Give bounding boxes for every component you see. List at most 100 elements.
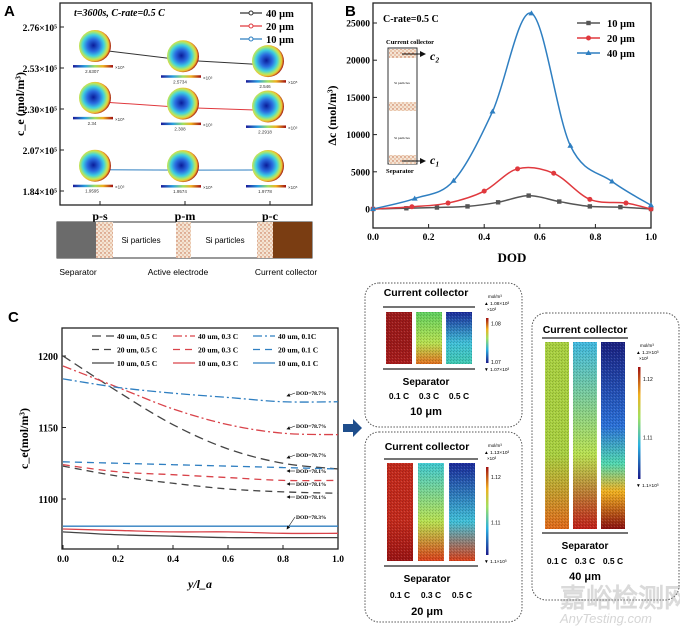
y-tick-label: 15000 <box>346 94 370 104</box>
x-tick-label: 0.0 <box>57 555 69 565</box>
data-point <box>526 193 530 197</box>
annotation-arrow-icon <box>287 426 295 429</box>
current-collector-block <box>273 222 312 258</box>
heatmap-texture <box>387 463 413 561</box>
y-tick-label: 2.30×10⁵ <box>23 106 58 116</box>
data-point <box>557 199 561 203</box>
particle-concentration-map <box>79 30 111 62</box>
data-point <box>623 201 628 206</box>
chart-title: t=3600s, C-rate=0.5 C <box>74 8 165 19</box>
x-axis-label: DOD <box>498 250 527 265</box>
data-point <box>490 109 496 114</box>
separator-block <box>57 222 96 258</box>
legend-label: 20 um, 0.5 C <box>117 346 157 355</box>
legend-label: 10 um, 0.3 C <box>198 359 238 368</box>
x-tick-label: 0.8 <box>589 233 601 243</box>
colorbar-tick-label: 1.11 <box>643 435 653 441</box>
data-point <box>618 205 622 209</box>
colorbar <box>486 467 489 555</box>
colorbar-unit: mol/m³ <box>640 343 654 348</box>
panel-label-a: A <box>4 3 15 20</box>
colorbar-multiplier: ×10³ <box>487 307 497 312</box>
colorbar-multiplier: ×10⁵ <box>288 80 298 85</box>
x-tick-label: 0.4 <box>478 233 490 243</box>
heatmap-texture <box>601 342 625 529</box>
y-tick-label: 2.07×10⁵ <box>23 147 58 157</box>
particle-concentration-map <box>252 45 284 77</box>
legend-label: 20 um, 0.3 C <box>198 346 238 355</box>
colorbar-label: 1.9778 <box>258 189 272 194</box>
c-rate-label: 0.3 C <box>575 556 595 566</box>
dod-annotation: DOD=78.7% <box>296 391 326 397</box>
dod-annotation: DOD=78.7% <box>296 424 326 430</box>
x-tick-label: p-m <box>175 209 196 223</box>
legend-marker <box>586 36 591 41</box>
colorbar-unit: mol/m³ <box>488 443 502 448</box>
colorbar <box>161 75 201 78</box>
legend-label: 10 μm <box>266 35 294 46</box>
heatmap-texture <box>545 342 569 529</box>
panel-label-c: C <box>8 309 19 326</box>
legend-marker <box>249 11 253 15</box>
y-tick-label: 0 <box>365 206 370 216</box>
legend-label: 40 um, 0.1C <box>278 332 316 341</box>
c-rate-label: 0.5 C <box>452 590 472 600</box>
dod-annotation: DOD=78.1% <box>296 482 326 488</box>
colorbar <box>486 318 489 363</box>
colorbar <box>161 185 201 188</box>
colorbar-label: 2.34 <box>88 121 97 126</box>
colorbar-unit: mol/m³ <box>488 294 502 299</box>
particle-concentration-map <box>79 150 111 182</box>
colorbar-tick-label: 1.08 <box>491 322 501 328</box>
y-axis-label: Δc (mol/m³) <box>325 85 339 145</box>
c-rate-label: 0.1 C <box>547 556 567 566</box>
heatmap-texture <box>573 342 597 529</box>
colorbar-multiplier: ×10⁵ <box>288 185 298 190</box>
heatmap-texture <box>446 312 472 364</box>
y-tick-label: 10000 <box>346 131 370 141</box>
data-point <box>515 166 520 171</box>
y-tick-label: 1100 <box>39 495 58 506</box>
legend-label: 40 um, 0.3 C <box>198 332 238 341</box>
colorbar <box>73 65 113 68</box>
y-tick-label: 5000 <box>351 168 370 178</box>
colorbar-tick-label: 1.12 <box>643 377 653 383</box>
c-rate-label: 0.3 C <box>419 391 439 401</box>
c-rate-label: 0.3 C <box>421 590 441 600</box>
annotation-arrow-icon <box>287 393 295 396</box>
x-tick-label: 1.0 <box>332 555 344 565</box>
legend-marker <box>249 24 253 28</box>
y-tick-label: 1150 <box>39 424 58 435</box>
legend-marker <box>586 21 590 25</box>
colorbar-label: 2.546 <box>259 84 271 89</box>
colorbar-multiplier: ×10⁵ <box>203 185 213 190</box>
colorbar <box>73 185 113 188</box>
y-tick-label: 20000 <box>346 57 370 67</box>
dod-annotation: DOD=78.3% <box>296 515 326 521</box>
series-line <box>373 168 651 209</box>
legend-label: 20 um, 0.1 C <box>278 346 318 355</box>
c-rate-label: 0.5 C <box>449 391 469 401</box>
current-collector-label: Current collector <box>385 441 470 453</box>
panel-label-b: B <box>345 3 356 20</box>
y-tick-label: 1.84×10⁵ <box>23 188 58 198</box>
watermark-logo: 嘉峪检测网 <box>560 583 680 613</box>
colorbar <box>246 185 286 188</box>
legend-label: 20 μm <box>266 22 294 33</box>
colorbar <box>246 125 286 128</box>
data-point <box>482 189 487 194</box>
inset-top-label: Current collector <box>386 39 434 46</box>
active-electrode-label: Active electrode <box>148 267 209 277</box>
c1-label: c₁ <box>430 153 440 167</box>
data-point <box>588 204 592 208</box>
x-tick-label: p-s <box>92 209 108 223</box>
x-tick-label: 0.2 <box>112 555 124 565</box>
c-rate-label: 0.1 C <box>389 391 409 401</box>
particle-concentration-map <box>167 88 199 120</box>
heatmap-texture <box>416 312 442 364</box>
si-particle-band <box>389 102 416 111</box>
legend-marker <box>249 37 253 41</box>
